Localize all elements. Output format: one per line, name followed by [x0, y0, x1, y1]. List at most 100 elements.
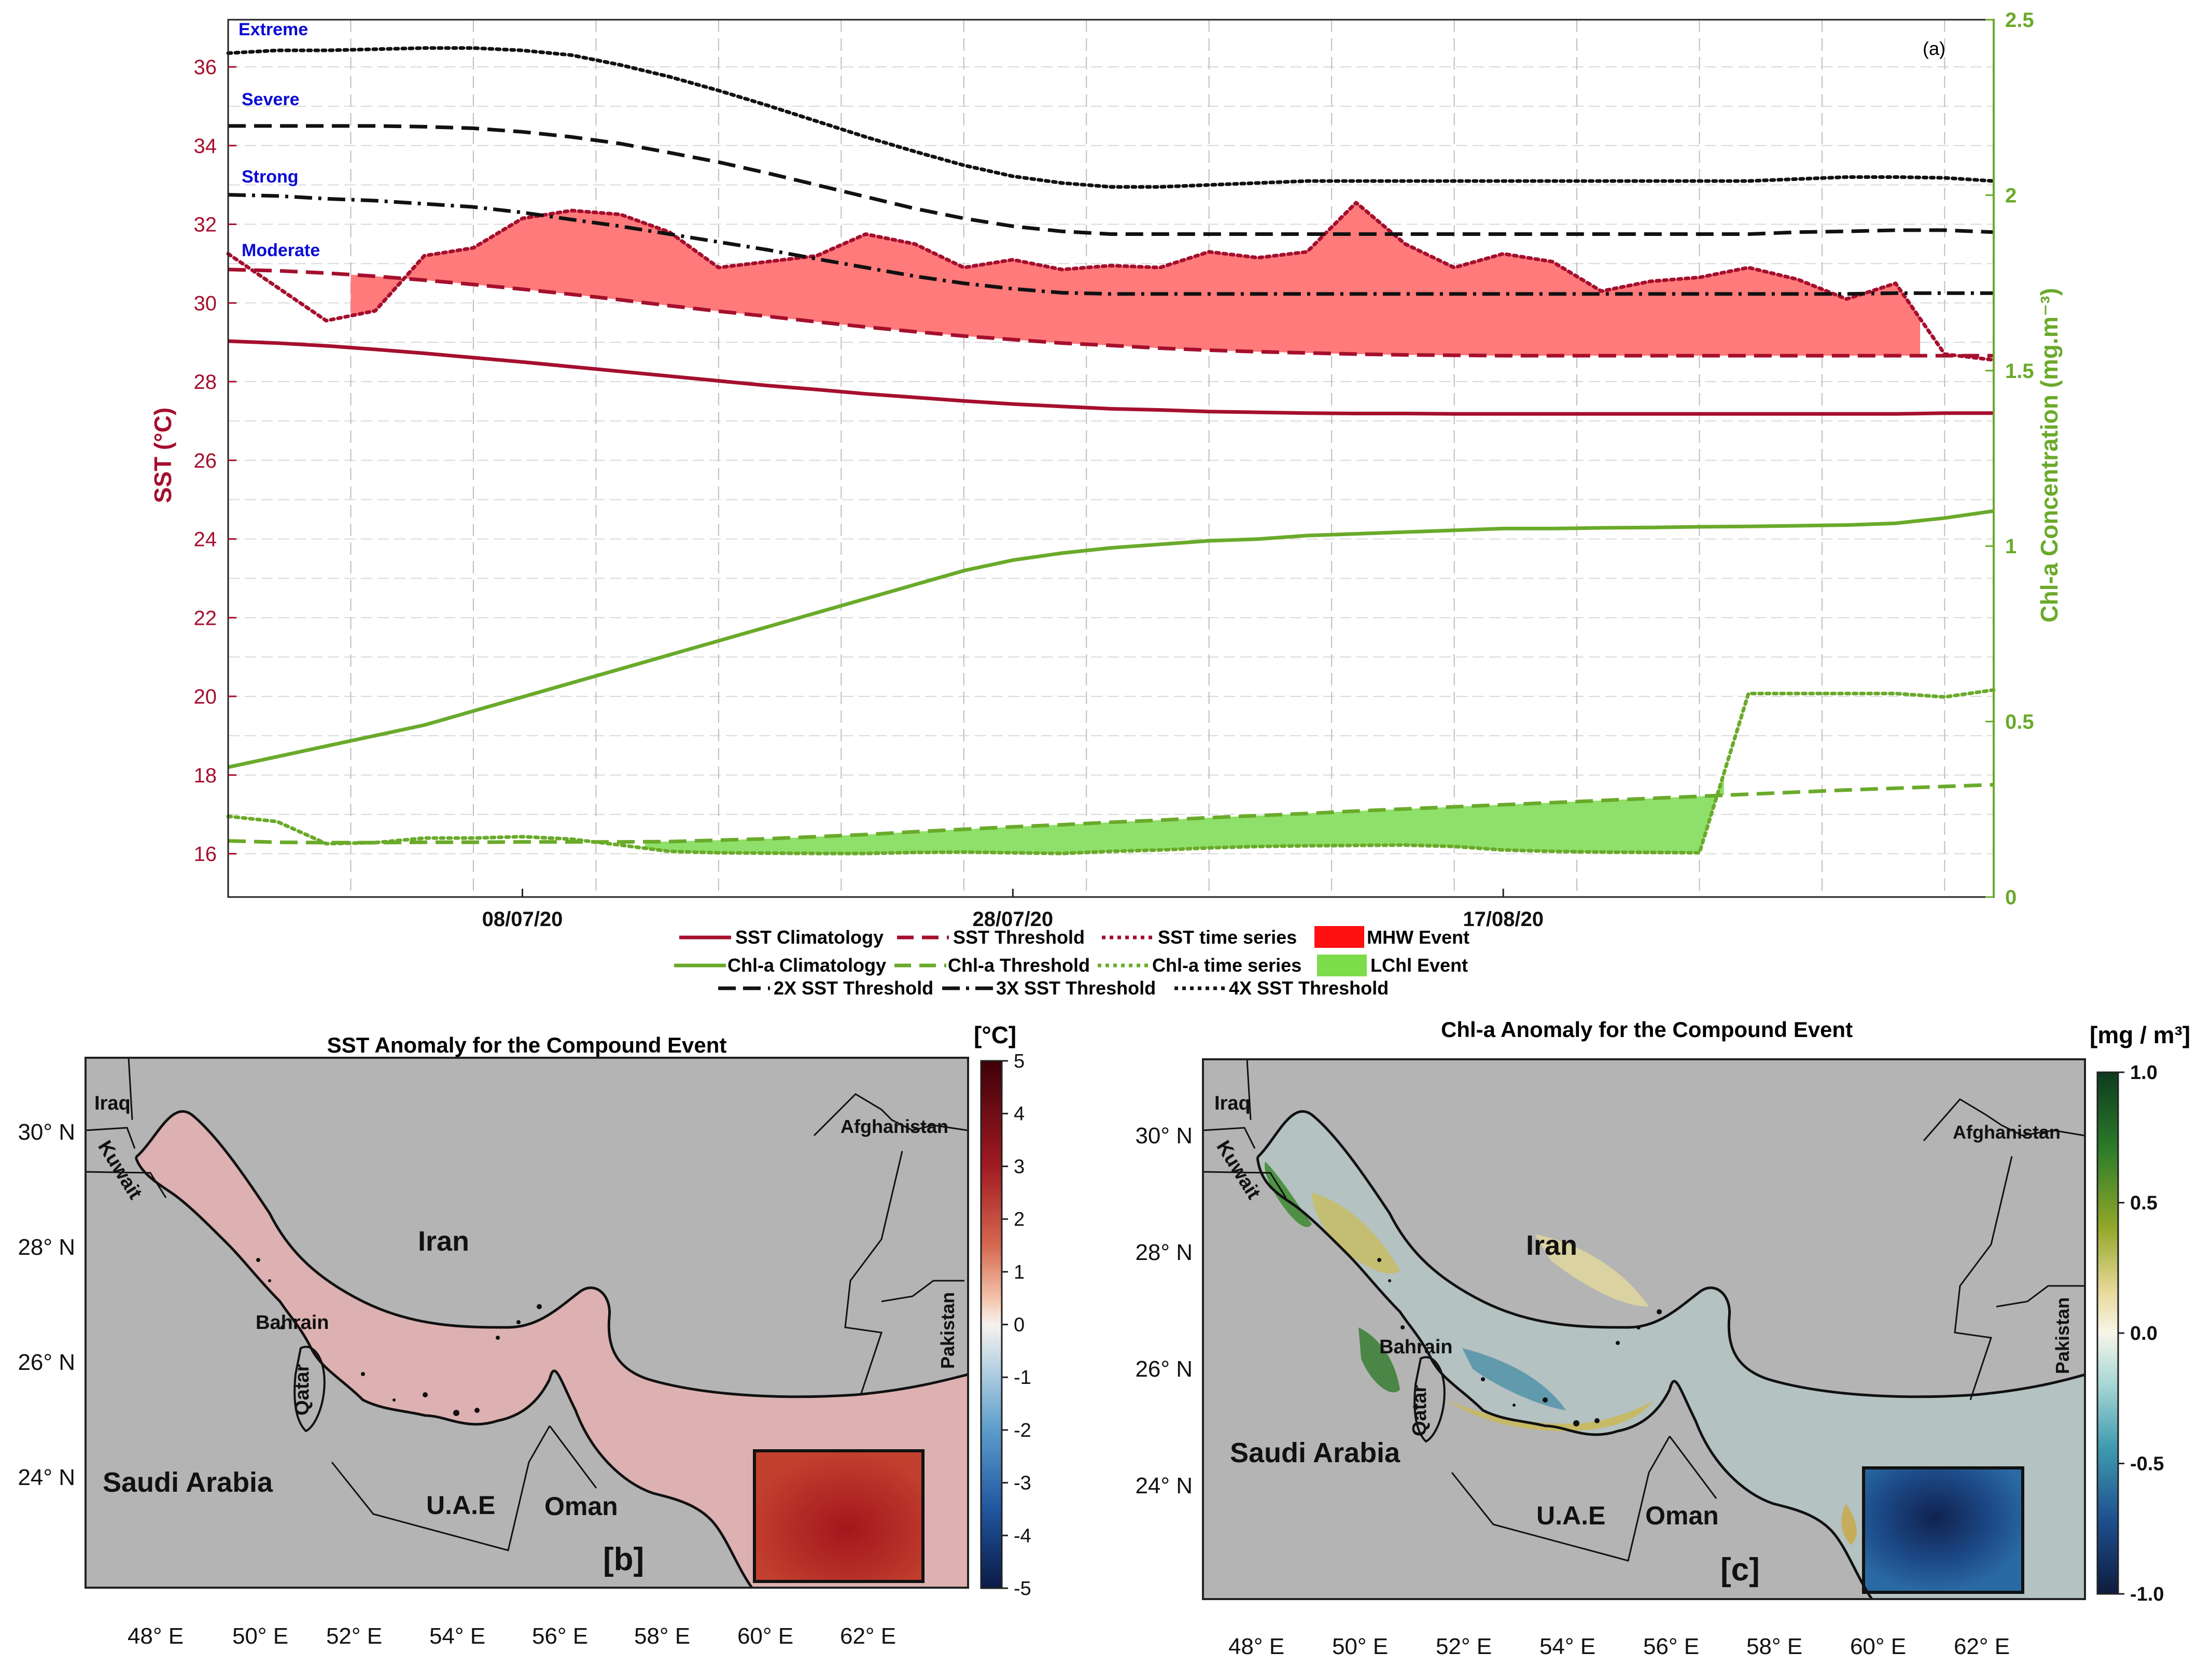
region-label: Iran [1526, 1230, 1577, 1261]
lat-tick: 30° N [18, 1119, 75, 1145]
map-frame-b [85, 1057, 969, 1589]
chl-tick-label: 1.5 [2005, 360, 2034, 383]
region-label: Iraq [94, 1092, 131, 1114]
lat-tick: 26° N [1135, 1356, 1193, 1382]
map-frame-c [1202, 1058, 2086, 1600]
region-label: U.A.E [1536, 1501, 1605, 1530]
time-tick-label: 28/07/20 [972, 908, 1053, 931]
sst-anomaly-map: SST Anomaly for the Compound Event [18, 1021, 1031, 1649]
colorbar-tick-label: 0 [1014, 1314, 1025, 1336]
sst-axis: 16 18 20 22 24 26 28 30 32 34 36 [194, 56, 236, 866]
lon-tick: 54° E [429, 1623, 485, 1649]
colorbar-tick-label: 2 [1014, 1209, 1025, 1230]
lon-tick: 56° E [1643, 1634, 1699, 1659]
sst-axis-title: SST (°C) [149, 408, 176, 503]
lat-tick: 24° N [1135, 1473, 1193, 1498]
chart-gridlines [228, 20, 1994, 897]
lon-tick: 48° E [1228, 1634, 1284, 1659]
colorbar-unit: [mg / m³] [2090, 1021, 2190, 1048]
colorbar-tick-label: -3 [1014, 1473, 1031, 1494]
region-label: Pakistan [937, 1292, 958, 1369]
region-label: Bahrain [1379, 1336, 1452, 1358]
legend-label: 2X SST Threshold [774, 977, 933, 999]
lon-tick: 52° E [326, 1623, 382, 1649]
colorbar-tick-label: -5 [1014, 1578, 1031, 1600]
country-borders [1203, 1059, 2085, 1562]
sst-tick-label: 34 [194, 135, 217, 158]
region-label: Oman [1645, 1501, 1719, 1530]
time-tick-label: 17/08/20 [1463, 908, 1544, 931]
series-3x-sst-threshold [228, 124, 1994, 236]
legend: SST Climatology SST Threshold SST time s… [674, 926, 1469, 999]
legend-label: 3X SST Threshold [996, 977, 1156, 999]
colorbar-c: [mg / m³] 1.0 0.5 0.0 -0.5 -1.0 [2090, 1021, 2190, 1605]
category-label-severe: Severe [242, 90, 300, 109]
colorbar-tick-label: -0.5 [2130, 1453, 2164, 1475]
region-label: Qatar [291, 1364, 313, 1416]
colorbar-tick-label: -2 [1014, 1420, 1031, 1441]
colorbar-tick-label: 4 [1014, 1103, 1025, 1125]
region-label: Qatar [1409, 1385, 1431, 1436]
colorbar-ramp [980, 1060, 1003, 1589]
lon-tick: 54° E [1539, 1634, 1595, 1659]
lon-tick: 56° E [532, 1623, 588, 1649]
colorbar-tick-label: 3 [1014, 1156, 1025, 1178]
region-label: Afghanistan [841, 1116, 948, 1137]
lon-tick: 60° E [1850, 1634, 1906, 1659]
region-label: Iran [418, 1226, 469, 1257]
intensity-category-labels: Extreme Severe Strong Moderate [239, 20, 320, 260]
region-label: Pakistan [2052, 1297, 2073, 1374]
lon-tick: 52° E [1436, 1634, 1492, 1659]
time-tick-label: 08/07/20 [482, 908, 563, 931]
sst-tick-label: 22 [194, 607, 217, 629]
region-label: Bahrain [256, 1312, 329, 1334]
colorbar-ramp [2096, 1071, 2119, 1595]
chl-tick-label: 1 [2005, 535, 2017, 558]
legend-label: MHW Event [1367, 927, 1469, 948]
colorbar-ticks: 1.0 0.5 0.0 -0.5 -1.0 [2118, 1062, 2164, 1605]
lon-tick: 50° E [1332, 1634, 1388, 1659]
map-title-c: Chl-a Anomaly for the Compound Event [1441, 1017, 1853, 1042]
lat-tick: 24° N [18, 1465, 75, 1490]
lon-ticks-c: 48° E 50° E 52° E 54° E 56° E 58° E 60° … [1228, 1634, 2010, 1659]
sst-tick-label: 20 [194, 685, 217, 708]
highlight-box [753, 1449, 925, 1583]
chl-tick-label: 2 [2005, 184, 2017, 207]
series-sst-time-series [226, 201, 1996, 362]
sst-tick-label: 32 [194, 214, 217, 236]
series-4x-sst-threshold [226, 46, 1996, 189]
colorbar-tick-label: 1 [1014, 1262, 1025, 1283]
category-label-moderate: Moderate [242, 241, 320, 260]
series-2x-sst-threshold [228, 193, 1994, 296]
coastline [134, 1110, 968, 1588]
chl-axis-title: Chl-a Concentration (mg.m⁻³) [2036, 288, 2063, 622]
sst-tick-label: 24 [194, 528, 217, 551]
legend-swatch-lchl [1317, 955, 1367, 976]
lat-tick: 30° N [1135, 1123, 1193, 1148]
region-label: Saudi Arabia [1230, 1437, 1401, 1468]
sst-tick-label: 16 [194, 843, 217, 866]
time-axis: 08/07/20 28/07/20 17/08/20 [482, 889, 1544, 931]
lchl-event-fill [645, 773, 1724, 854]
legend-label: SST time series [1158, 927, 1297, 948]
series-sst-climatology [228, 339, 1994, 416]
chl-tick-label: 0.5 [2005, 711, 2034, 734]
chl-tick-label: 0 [2005, 886, 2017, 909]
legend-label: 4X SST Threshold [1229, 977, 1389, 999]
qatar-peninsula [293, 1346, 326, 1433]
lat-tick: 26° N [18, 1350, 75, 1375]
legend-label: LChl Event [1370, 955, 1468, 976]
legend-label: Chl-a Threshold [948, 955, 1090, 976]
lon-tick: 58° E [634, 1623, 690, 1649]
panel-label-b: [b] [603, 1542, 644, 1577]
legend-label: Chl-a time series [1152, 955, 1301, 976]
legend-label: Chl-a Climatology [727, 955, 886, 976]
region-labels-c: Iraq Kuwait Iran Afghanistan Pakistan Ba… [1212, 1092, 2073, 1588]
lat-ticks-b: 30° N 28° N 26° N 24° N [18, 1119, 75, 1490]
lon-ticks-b: 48° E 50° E 52° E 54° E 56° E 58° E 60° … [128, 1623, 896, 1649]
panel-label-c: [c] [1720, 1552, 1760, 1588]
legend-label: SST Threshold [953, 927, 1085, 948]
qatar-peninsula [1413, 1356, 1446, 1443]
panel-label-a: (a) [1923, 38, 1945, 59]
